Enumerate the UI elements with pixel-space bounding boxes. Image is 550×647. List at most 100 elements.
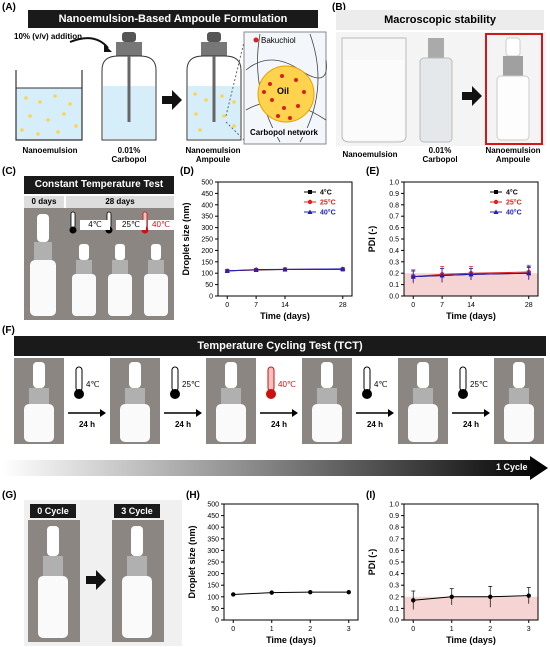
thermometer-icon (74, 366, 84, 399)
bottle-4c (72, 244, 96, 316)
x-tick-label: 3 (527, 626, 531, 633)
chart-d: 0 50 100 150 200 250 300 350 400 450 500 0 7 14 28 Time… (181, 180, 353, 321)
y-tick-label: 0.1 (389, 282, 399, 289)
y-tick-label: 200 (201, 248, 213, 255)
y-tick-label: 50 (205, 282, 213, 289)
x-tick-label: 14 (467, 302, 475, 309)
y-tick-label: 0 (215, 618, 219, 625)
tct-step-temp: 25℃ (182, 380, 200, 389)
day0-label: 0 days (24, 196, 64, 208)
y-tick-label: 250 (201, 237, 213, 244)
panel-a-title: Nanoemulsion-Based Ampoule Formulation (28, 10, 318, 28)
tct-step-temp: 4℃ (374, 380, 388, 389)
y-axis-label: PDI (-) (367, 549, 377, 576)
legend-bakuchiol: Bakuchiol (261, 36, 296, 45)
b-label-carbopol: 0.01% Carbopol (422, 146, 458, 164)
c-bottles (30, 211, 168, 316)
legend-label: 4°C (320, 189, 332, 197)
process-arrow (162, 90, 182, 110)
data-point (340, 266, 346, 271)
y-tick-label: 350 (201, 214, 213, 221)
tct-step: 25℃ 24 h (448, 358, 494, 444)
y-tick-label: 0.2 (389, 594, 399, 601)
y-tick-label: 350 (207, 536, 219, 543)
legend-marker (307, 209, 313, 214)
label-nanoemulsion: Nanoemulsion (22, 146, 78, 155)
legend-label: 40°C (506, 209, 522, 217)
legend-label: 40°C (320, 209, 336, 217)
x-tick-label: 3 (347, 626, 351, 633)
bottle-cycle3 (122, 526, 152, 638)
data-point (224, 268, 230, 273)
pdi-target-band (404, 273, 538, 296)
tct-step-time: 24 h (366, 420, 383, 429)
panel-g-letter: (G) (2, 490, 17, 501)
data-point (411, 598, 416, 603)
legend-marker (493, 209, 499, 214)
legend-label: 25°C (320, 199, 336, 207)
data-point (346, 589, 351, 595)
y-tick-label: 0.0 (389, 294, 399, 301)
data-point (282, 266, 288, 272)
tct-bottle-photo (302, 358, 352, 444)
y-tick-label: 0.1 (389, 606, 399, 613)
tct-step-temp: 25℃ (470, 380, 488, 389)
y-tick-label: 0.8 (389, 202, 399, 209)
legend-marker (308, 190, 312, 194)
oil-label: Oil (277, 86, 290, 96)
y-tick-label: 0.9 (389, 191, 399, 198)
panel-b-title: Macroscopic stability (336, 10, 544, 30)
y-tick-label: 0.4 (389, 248, 399, 255)
y-tick-label: 300 (201, 225, 213, 232)
panel-i-letter: (I) (366, 490, 376, 501)
x-axis-label: Time (days) (446, 635, 496, 645)
panel-a-letter: (A) (2, 2, 16, 13)
y-tick-label: 0.3 (389, 583, 399, 590)
tct-bottle-photo (494, 358, 544, 444)
x-tick-label: 7 (254, 302, 258, 309)
tct-step-time: 24 h (78, 420, 95, 429)
data-point (269, 590, 274, 595)
g-label-0: 0 Cycle (30, 504, 76, 518)
label-carbopol: 0.01% Carbopol (111, 146, 147, 164)
g-arrow (86, 570, 106, 590)
tct-step: 40℃ 24 h (256, 358, 302, 444)
x-tick-label: 1 (270, 626, 274, 633)
tct-step: 25℃ 24 h (160, 358, 206, 444)
chart-h: 0 50 100 150 200 250 300 350 400 450 500 0 1 2 3 Time (… (187, 502, 359, 645)
data-point (439, 272, 445, 278)
stability-photos (336, 32, 546, 146)
step-arrow (356, 409, 394, 417)
pdi-target-band (404, 596, 538, 620)
y-tick-label: 150 (207, 583, 219, 590)
thermometer-icon (458, 366, 468, 399)
label-ampoule: Nanoemulsion Ampoule (185, 146, 241, 164)
y-tick-label: 50 (211, 606, 219, 613)
beaker-liquid (15, 87, 83, 141)
tct-step-temp: 4℃ (86, 380, 100, 389)
x-tick-label: 1 (450, 626, 454, 633)
day28-label: 28 days (66, 196, 174, 208)
panel-f-letter: (F) (2, 325, 15, 336)
beaker-outline (15, 70, 83, 141)
y-tick-label: 0.3 (389, 259, 399, 266)
panel-c-title: Constant Temperature Test (24, 176, 174, 194)
step-arrow (68, 409, 106, 417)
y-tick-label: 200 (207, 571, 219, 578)
legend-marker (307, 199, 313, 205)
addition-label: 10% (v/v) addition (14, 32, 83, 41)
panel-d-letter: (D) (180, 166, 194, 177)
tct-step: 4℃ 24 h (352, 358, 398, 444)
panel-b-letter: (B) (332, 2, 346, 13)
data-point (488, 594, 493, 599)
bottle-day0 (30, 214, 56, 316)
addition-arrow (69, 37, 109, 49)
data-point (468, 271, 474, 277)
y-tick-label: 0.4 (389, 571, 399, 578)
x-tick-label: 0 (225, 302, 229, 309)
series-line (227, 268, 343, 272)
y-tick-label: 0.9 (389, 513, 399, 520)
data-point (526, 270, 532, 276)
c-temp-4: 4℃ (80, 220, 110, 230)
thermo-4c (69, 211, 77, 234)
